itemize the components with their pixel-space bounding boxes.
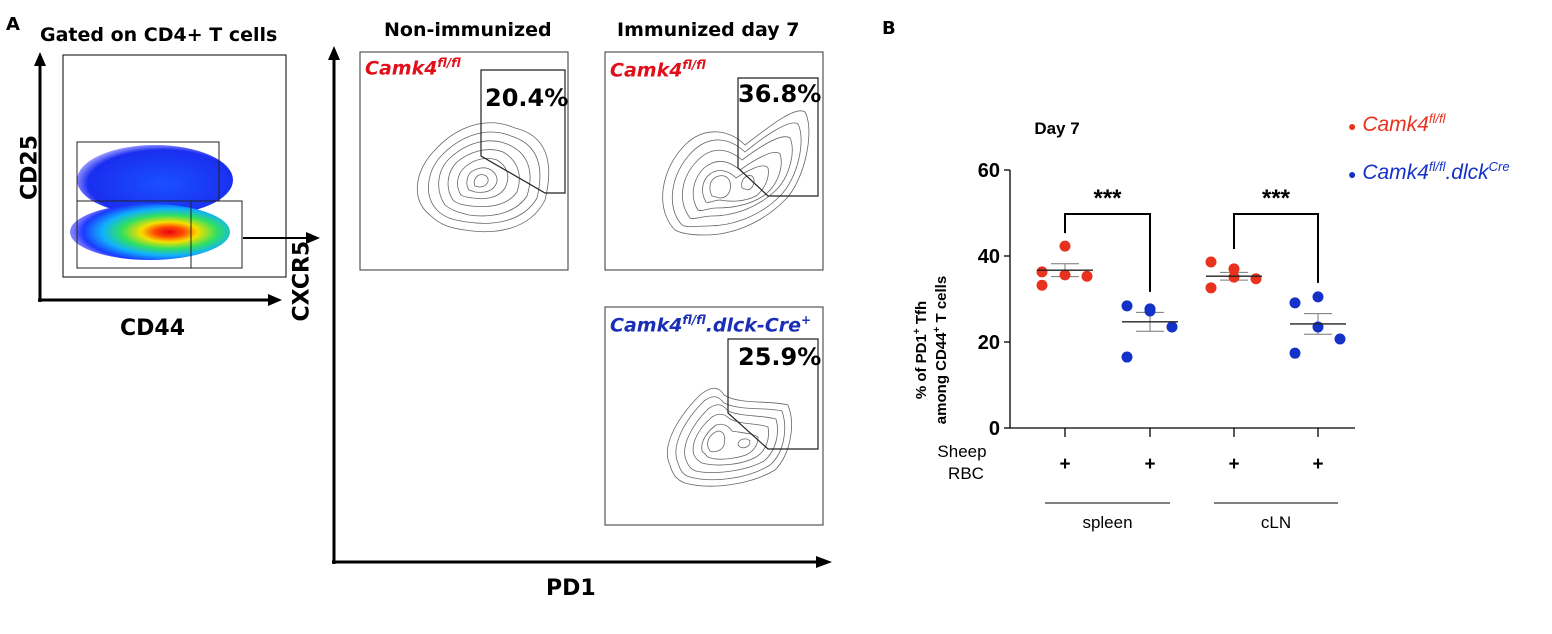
tfh-gate xyxy=(480,69,566,194)
data-point xyxy=(1036,279,1048,291)
data-point xyxy=(1121,300,1133,312)
column-title-non-immunized: Non-immunized xyxy=(384,19,552,41)
legend-item-wt: ● Camk4fl/fl xyxy=(1348,111,1510,137)
panel-a-letter: A xyxy=(6,14,20,35)
tissue-group-label: spleen xyxy=(1082,513,1132,532)
significance-bracket xyxy=(1233,213,1319,283)
gating-title: Gated on CD4+ T cells xyxy=(40,24,278,46)
legend-sup: fl/fl xyxy=(1428,159,1446,174)
gating-plot xyxy=(34,52,320,306)
data-point xyxy=(1205,256,1217,268)
data-point xyxy=(1289,297,1301,309)
significance-label: *** xyxy=(1262,185,1291,212)
gating-y-label: CD25 xyxy=(17,134,43,201)
legend-name: Camk4 xyxy=(1362,113,1429,136)
y-axis-label-line2: among CD44+ T cells xyxy=(932,276,950,424)
tissue-group-label: cLN xyxy=(1261,513,1291,532)
legend-suffix: .dlck xyxy=(1445,161,1489,184)
gate-percent: 36.8% xyxy=(738,80,822,108)
gating-x-label: CD44 xyxy=(120,316,186,341)
data-point xyxy=(1289,347,1301,359)
data-point xyxy=(1121,351,1133,363)
genotype-sup: fl/fl xyxy=(682,58,706,72)
genotype-name: Camk4 xyxy=(610,59,683,82)
data-point xyxy=(1250,273,1262,285)
significance-label: *** xyxy=(1093,185,1122,212)
genotype-sup: fl/fl xyxy=(682,313,706,327)
tfh-gate xyxy=(727,338,819,450)
data-point xyxy=(1036,266,1048,278)
arrowhead-icon xyxy=(34,52,46,66)
data-point xyxy=(1205,282,1217,294)
significance-bracket xyxy=(1064,213,1151,292)
panel-b-letter: B xyxy=(882,18,896,39)
y-axis-label: % of PD1+ Tfh among CD44+ T cells xyxy=(912,276,950,424)
chart-title: Day 7 xyxy=(1034,119,1079,138)
genotype-suffix: .dlck-Cre xyxy=(705,314,802,337)
tfh-gate xyxy=(737,77,819,197)
data-point xyxy=(1228,263,1240,275)
genotype-label: Camk4fl/fl.dlck-Cre+ xyxy=(610,313,811,336)
row-label-line1: Sheep xyxy=(937,442,986,461)
legend-item-ko: ● Camk4fl/fl.dlckCre xyxy=(1348,159,1510,185)
legend-name: Camk4 xyxy=(1362,161,1429,184)
y-tick-label: 0 xyxy=(989,418,1000,440)
data-point xyxy=(1144,305,1156,317)
facs-plot-immunized-ko: Camk4fl/fl.dlck-Cre+ 25.9% xyxy=(600,305,825,527)
legend-dot-icon: ● xyxy=(1348,118,1357,134)
genotype-sup: fl/fl xyxy=(437,56,461,70)
plot-frame xyxy=(604,51,824,271)
contour-lines xyxy=(416,122,549,233)
genotype-label: Camk4fl/fl xyxy=(610,58,706,81)
legend: ● Camk4fl/fl ● Camk4fl/fl.dlckCre xyxy=(1348,111,1510,185)
legend-sup: fl/fl xyxy=(1428,111,1446,126)
scatter-chart: Day 7 % of PD1+ Tfh among CD44+ T cells … xyxy=(912,119,1355,532)
contour-lines xyxy=(662,110,810,236)
arrowhead-icon xyxy=(328,46,340,60)
row-label-line2: RBC xyxy=(948,464,984,483)
cd25-high-population xyxy=(77,145,233,215)
main-y-label: CXCR5 xyxy=(289,240,315,322)
legend-dot-icon: ● xyxy=(1348,166,1357,182)
genotype-suffix-sup: + xyxy=(801,313,812,327)
gate-percent: 20.4% xyxy=(485,84,569,112)
gate-cd25-low xyxy=(76,200,243,269)
condition-mark: + xyxy=(1059,454,1070,475)
y-tick-label: 60 xyxy=(978,160,1000,182)
arrowhead-icon xyxy=(816,556,832,568)
gate-percent: 25.9% xyxy=(738,343,822,371)
genotype-name: Camk4 xyxy=(610,314,683,337)
y-axis-label-line1: % of PD1+ Tfh xyxy=(912,301,930,399)
legend-suffix-sup: Cre xyxy=(1488,159,1510,174)
data-point xyxy=(1228,271,1240,283)
contour-lines xyxy=(666,387,792,487)
condition-mark: + xyxy=(1312,454,1323,475)
data-point xyxy=(1081,270,1093,282)
data-point xyxy=(1166,321,1178,333)
data-point xyxy=(1312,321,1324,333)
condition-mark: + xyxy=(1144,454,1155,475)
cd25-low-population xyxy=(70,204,230,260)
main-axes xyxy=(328,46,832,568)
column-title-immunized: Immunized day 7 xyxy=(617,19,800,41)
data-point xyxy=(1059,269,1071,281)
data-point xyxy=(1334,333,1346,345)
plot-frame xyxy=(359,51,569,271)
y-tick-label: 20 xyxy=(978,332,1000,354)
facs-plot-non-immunized-wt: Camk4fl/fl 20.4% xyxy=(355,50,570,272)
y-tick-label: 40 xyxy=(978,246,1000,268)
condition-mark: + xyxy=(1228,454,1239,475)
main-x-label: PD1 xyxy=(546,576,596,601)
arrowhead-icon xyxy=(306,232,320,244)
facs-plot-immunized-wt: Camk4fl/fl 36.8% xyxy=(600,50,825,272)
arrowhead-icon xyxy=(268,294,282,306)
data-point xyxy=(1059,240,1071,252)
genotype-name: Camk4 xyxy=(365,57,438,80)
genotype-label: Camk4fl/fl xyxy=(365,56,461,79)
data-point xyxy=(1312,291,1324,303)
